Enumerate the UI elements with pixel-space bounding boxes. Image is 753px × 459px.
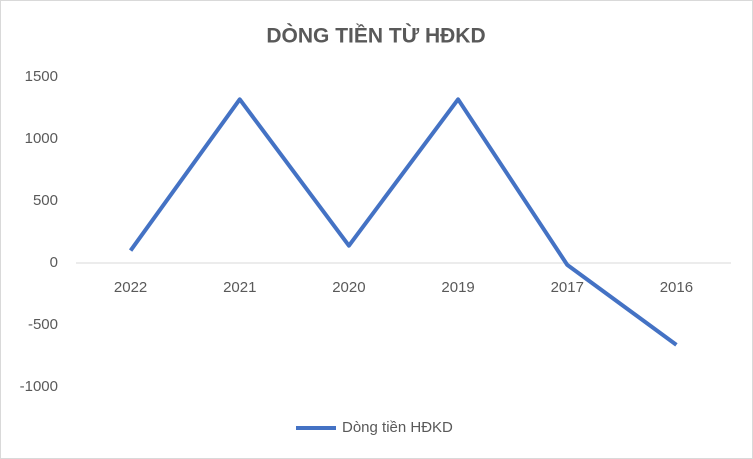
x-tick-label: 2021 [223, 279, 256, 296]
series-line [128, 97, 678, 347]
legend-label: Dòng tiền HĐKD [342, 419, 453, 436]
y-tick-label: -1000 [20, 378, 58, 395]
y-tick-label: 0 [50, 254, 58, 271]
chart-title: DÒNG TIỀN TỪ HĐKD [266, 24, 485, 48]
y-tick-label: 1000 [25, 130, 58, 147]
x-tick-label: 2017 [551, 279, 584, 296]
y-tick-label: 500 [33, 192, 58, 209]
x-tick-label: 2020 [332, 279, 365, 296]
x-tick-label: 2019 [441, 279, 474, 296]
x-tick-label: 2016 [660, 279, 693, 296]
y-tick-label: 1500 [25, 68, 58, 85]
x-tick-label: 2022 [114, 279, 147, 296]
y-tick-label: -500 [28, 316, 58, 333]
